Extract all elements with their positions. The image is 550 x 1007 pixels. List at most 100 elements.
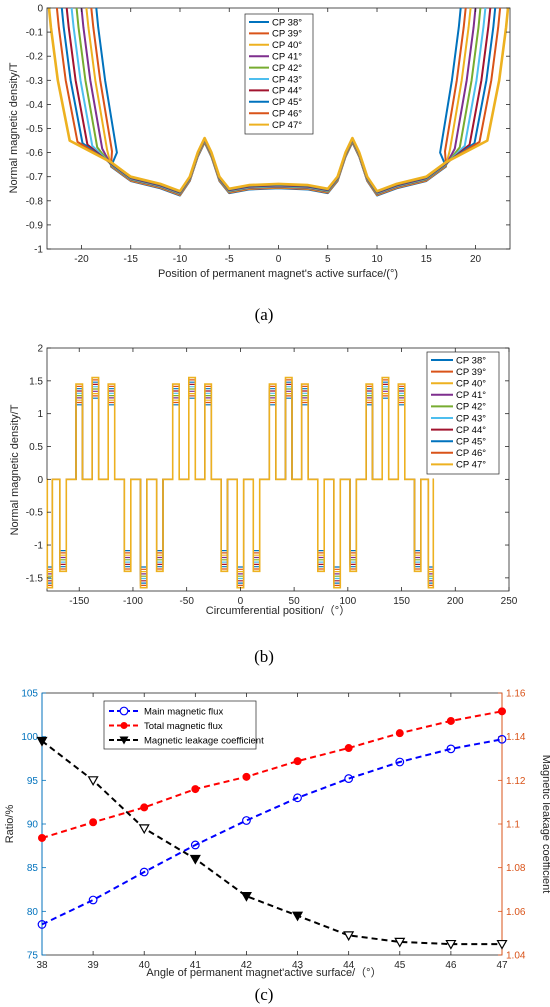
chart-a-y-tick-label: -0.6 — [26, 148, 44, 159]
chart-c-x-tick-label: 40 — [139, 960, 151, 971]
chart-b-legend-label: CP 41° — [456, 390, 486, 401]
chart-a-series-line — [47, 7, 510, 193]
chart-c-y2-tick-label: 1.16 — [506, 689, 526, 700]
chart-c-point-total-flux — [446, 716, 455, 725]
chart-a-y-tick-label: -0.4 — [26, 100, 44, 111]
chart-c-point-total-flux — [89, 818, 98, 827]
chart-c-x-tick-label: 41 — [190, 960, 202, 971]
chart-a: -20 -15 -10 -5 0 5 10 15 20 0 -0.1 -0.2 -0.3 -0.4 -0.5… — [8, 4, 511, 324]
chart-c-point-main-flux — [344, 774, 354, 783]
chart-a-caption: (a) — [255, 305, 274, 324]
chart-a-x-tick-label: 0 — [276, 254, 282, 265]
chart-b-x-tick-label: 50 — [289, 596, 301, 607]
chart-c-y-axis-label: Ratio/% — [4, 805, 16, 844]
chart-b-y-tick-label: 1.5 — [29, 376, 43, 387]
chart-c-x-tick-label: 47 — [496, 960, 508, 971]
chart-c-y2-tick-label: 1.12 — [506, 776, 526, 787]
chart-b-caption: (b) — [254, 647, 274, 666]
chart-b-x-tick-label: -100 — [123, 596, 143, 607]
chart-c-legend-label: Total magnetic flux — [144, 721, 223, 732]
chart-b-y-tick-label: 1 — [37, 409, 43, 420]
chart-b-y-tick-label: -1.5 — [26, 573, 44, 584]
chart-a-legend-label: CP 42° — [272, 63, 302, 74]
chart-a-x-tick-label: 10 — [371, 254, 383, 265]
chart-c-y-tick-label: 75 — [27, 951, 39, 962]
chart-c-y-tick-label: 90 — [27, 820, 39, 831]
chart-b-legend-label: CP 47° — [456, 460, 486, 471]
chart-b-legend-label: CP 45° — [456, 437, 486, 448]
chart-b-x-axis-label: Circumferential position/（°） — [206, 604, 350, 617]
chart-b-legend-label: CP 38° — [456, 355, 486, 366]
chart-c-point-main-flux — [395, 757, 405, 767]
chart-a-legend-label: CP 43° — [272, 74, 302, 85]
chart-a-y-tick-label: -0.1 — [26, 28, 44, 39]
chart-c-x-axis-label: Angle of permanent magnet'active surface… — [146, 966, 381, 979]
chart-c-y2-tick-label: 1.06 — [506, 907, 526, 918]
chart-c-point-total-flux — [498, 707, 506, 716]
chart-a-x-tick-label: 20 — [470, 254, 482, 265]
chart-c-series-line — [41, 738, 503, 926]
chart-b-x-tick-label: 200 — [447, 596, 464, 607]
chart-c-y-tick-label: 105 — [21, 689, 38, 700]
chart-c-point-leakage — [445, 939, 457, 950]
chart-c-point-main-flux — [88, 895, 98, 905]
chart-a-legend-label: CP 40° — [272, 40, 302, 51]
chart-c-y2-tick-label: 1.14 — [506, 732, 526, 743]
chart-b-y-tick-label: 0 — [37, 475, 43, 486]
chart-c-x-tick-label: 45 — [394, 960, 406, 971]
chart-c-y-tick-label: 100 — [21, 732, 38, 743]
chart-a-x-tick-label: -15 — [124, 254, 139, 265]
chart-a-y-tick-label: -0.8 — [26, 196, 44, 207]
chart-c-point-total-flux — [344, 744, 353, 753]
chart-a-x-tick-label: -10 — [173, 254, 188, 265]
chart-b-legend-label: CP 43° — [456, 413, 486, 424]
chart-b: -150 -100 -50 0 50 100 150 200 250 2 1.5 1 0.5 0 -0.5 -… — [9, 344, 518, 667]
chart-c-point-leakage — [189, 854, 201, 865]
chart-b-x-tick-label: 250 — [501, 596, 518, 607]
chart-c-x-tick-label: 44 — [343, 960, 355, 971]
chart-b-legend-label: CP 40° — [456, 379, 486, 390]
chart-a-y-tick-label: -0.2 — [26, 52, 44, 63]
chart-c-point-main-flux — [446, 744, 456, 754]
chart-a-x-tick-label: -5 — [225, 254, 234, 265]
chart-a-x-tick-label: 5 — [325, 254, 331, 265]
chart-c-point-leakage — [292, 911, 304, 922]
chart-b-y-axis-label: Normal magnetic density/T — [9, 404, 21, 535]
chart-c-point-total-flux — [191, 785, 200, 794]
chart-c-y2-tick-label: 1.08 — [506, 863, 526, 874]
chart-c-point-leakage — [394, 937, 406, 948]
chart-a-y-tick-label: -0.5 — [26, 124, 44, 135]
chart-c-point-total-flux — [293, 757, 302, 766]
chart-c-point-total-flux — [242, 772, 251, 781]
chart-b-legend-label: CP 46° — [456, 448, 486, 459]
chart-c-point-total-flux — [140, 803, 149, 812]
chart-a-y-tick-label: -0.7 — [26, 172, 44, 183]
chart-c-caption: (c) — [255, 985, 274, 1004]
chart-c-y2-tick-label: 1.04 — [506, 951, 526, 962]
chart-a-x-tick-label: 15 — [421, 254, 433, 265]
chart-b-y-tick-label: 0.5 — [29, 442, 43, 453]
chart-b-x-tick-label: 150 — [393, 596, 410, 607]
chart-b-legend-label: CP 44° — [456, 425, 486, 436]
chart-b-x-tick-label: -150 — [69, 596, 89, 607]
chart-c-y-tick-label: 95 — [27, 776, 39, 787]
chart-a-legend-label: CP 45° — [272, 97, 302, 108]
chart-a-legend-label: CP 38° — [272, 17, 302, 28]
chart-c-x-tick-label: 43 — [292, 960, 304, 971]
chart-c-y2-axis-label: Magnetic leakage coefficient — [540, 755, 550, 894]
chart-c-x-tick-label: 38 — [36, 960, 48, 971]
chart-c-legend-label: Magnetic leakage coefficient — [144, 735, 264, 746]
chart-a-y-tick-label: 0 — [37, 4, 43, 15]
chart-b-legend-label: CP 39° — [456, 367, 486, 378]
chart-c-legend-label: Main magnetic flux — [144, 706, 223, 717]
chart-a-legend-label: CP 47° — [272, 120, 302, 131]
chart-c-y2-tick-label: 1.1 — [506, 820, 520, 831]
chart-b-x-tick-label: 0 — [238, 596, 244, 607]
chart-b-x-tick-label: 100 — [339, 596, 356, 607]
chart-c-x-tick-label: 42 — [241, 960, 253, 971]
chart-c-series-line — [41, 740, 502, 946]
chart-a-x-axis-label: Position of permanent magnet's active su… — [158, 268, 398, 280]
chart-c-point-main-flux — [37, 920, 47, 929]
chart-a-legend-label: CP 46° — [272, 109, 302, 120]
